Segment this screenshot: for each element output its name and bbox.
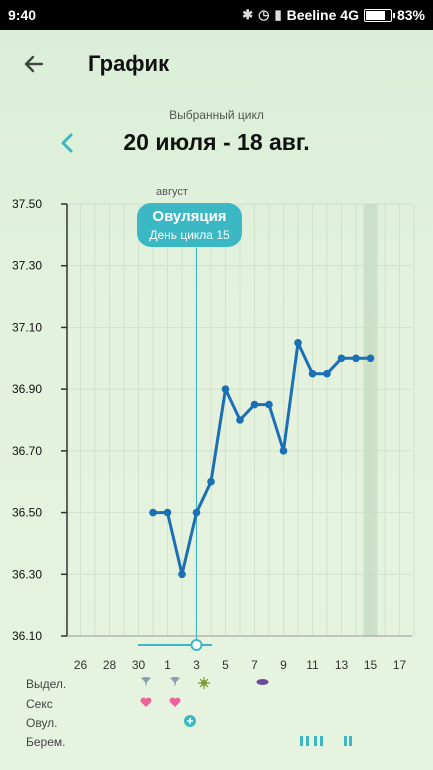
- temperature-point: [163, 508, 172, 517]
- temperature-point: [352, 354, 360, 363]
- previous-cycle-button[interactable]: [56, 128, 78, 158]
- cycle-caption: Выбранный цикл: [169, 108, 264, 122]
- y-tick-label: 36.90: [12, 382, 42, 396]
- temperature-point: [265, 400, 273, 409]
- y-tick-label: 37.10: [12, 320, 42, 334]
- drop-discharge-icon[interactable]: [169, 676, 181, 688]
- y-tick-label: 36.50: [12, 506, 42, 520]
- x-tick-label: 5: [222, 658, 229, 672]
- pregnancy-test-icon[interactable]: [298, 735, 324, 747]
- temperature-point: [236, 416, 244, 424]
- heart-icon[interactable]: [140, 697, 152, 708]
- ovulation-cycle-day: День цикла 15: [149, 228, 230, 242]
- row-label-ovulation: Овул.: [26, 716, 58, 730]
- sticky-discharge-icon[interactable]: [198, 677, 210, 689]
- x-tick-label: 17: [393, 658, 407, 672]
- bluetooth-icon: ✱: [242, 7, 254, 22]
- temperature-point: [279, 447, 288, 455]
- row-label-sex: Секс: [26, 697, 53, 711]
- x-tick-label: 7: [251, 658, 258, 672]
- cycle-date-range: 20 июля - 18 авг.: [123, 129, 310, 155]
- temperature-chart[interactable]: 37.50 37.30 37.10 36.90 36.70 36.50 36.30 36.10…: [0, 180, 433, 680]
- temperature-points: [149, 339, 375, 579]
- ovulation-test-plus-icon[interactable]: [184, 715, 196, 727]
- battery-level: 83%: [396, 7, 425, 23]
- x-tick-label: 1: [164, 658, 171, 672]
- app-bar: График: [0, 30, 433, 96]
- signal-icon: ▮: [274, 7, 282, 22]
- status-bar: 9:40 ✱ ◷ ▮ Beeline 4G 83%: [0, 0, 433, 30]
- x-tick-label: 26: [74, 658, 88, 672]
- creamy-discharge-icon[interactable]: [256, 677, 269, 687]
- row-label-discharge: Выдел.: [26, 677, 67, 691]
- x-tick-label: 11: [306, 658, 319, 672]
- back-button[interactable]: [18, 48, 50, 80]
- temperature-point: [192, 508, 201, 517]
- alarm-icon: ◷: [258, 7, 270, 22]
- y-tick-label: 36.10: [12, 629, 42, 643]
- ovulation-badge[interactable]: Овуляция День цикла 15: [137, 203, 242, 247]
- day-scroller-handle[interactable]: [190, 639, 203, 651]
- temperature-point: [178, 570, 186, 579]
- y-tick-label: 36.70: [12, 444, 42, 458]
- carrier-label: Beeline 4G: [286, 7, 359, 23]
- chevron-left-icon: [61, 133, 73, 153]
- arrow-left-icon: [24, 55, 44, 73]
- x-tick-label: 3: [193, 658, 200, 672]
- pregnancy-test-icon[interactable]: [342, 735, 354, 747]
- x-tick-label: 9: [280, 658, 287, 672]
- x-tick-label: 30: [132, 658, 146, 672]
- temperature-point: [294, 339, 302, 347]
- temperature-point: [149, 508, 157, 517]
- temperature-point: [221, 385, 230, 393]
- temperature-point: [337, 354, 346, 363]
- x-axis-ticks: 26 28 30 1 3 5 7 9 11 13 15 17: [74, 658, 407, 672]
- temperature-line: [153, 341, 371, 576]
- month-label: август: [156, 186, 188, 198]
- y-tick-label: 37.30: [12, 259, 42, 273]
- temperature-point: [207, 477, 215, 486]
- ovulation-title: Овуляция: [152, 208, 227, 225]
- y-axis-ticks: 37.50 37.30 37.10 36.90 36.70 36.50 36.30 36.10: [12, 197, 67, 643]
- y-tick-label: 37.50: [12, 197, 42, 211]
- page-title: График: [88, 51, 170, 76]
- status-time: 9:40: [8, 7, 37, 23]
- x-tick-label: 13: [335, 658, 349, 672]
- y-tick-label: 36.30: [12, 567, 42, 581]
- heart-icon[interactable]: [169, 697, 181, 708]
- horizontal-grid: [67, 203, 412, 637]
- temperature-point: [250, 400, 259, 409]
- drop-discharge-icon[interactable]: [140, 676, 152, 688]
- temperature-point: [308, 369, 317, 378]
- temperature-point: [366, 354, 375, 363]
- status-icons: ✱ ◷ ▮ Beeline 4G 83%: [242, 7, 425, 23]
- row-label-pregnancy: Берем.: [26, 735, 66, 749]
- battery-icon: [363, 8, 395, 22]
- x-tick-label: 15: [364, 658, 378, 672]
- temperature-point: [323, 369, 331, 378]
- x-tick-label: 28: [103, 658, 117, 672]
